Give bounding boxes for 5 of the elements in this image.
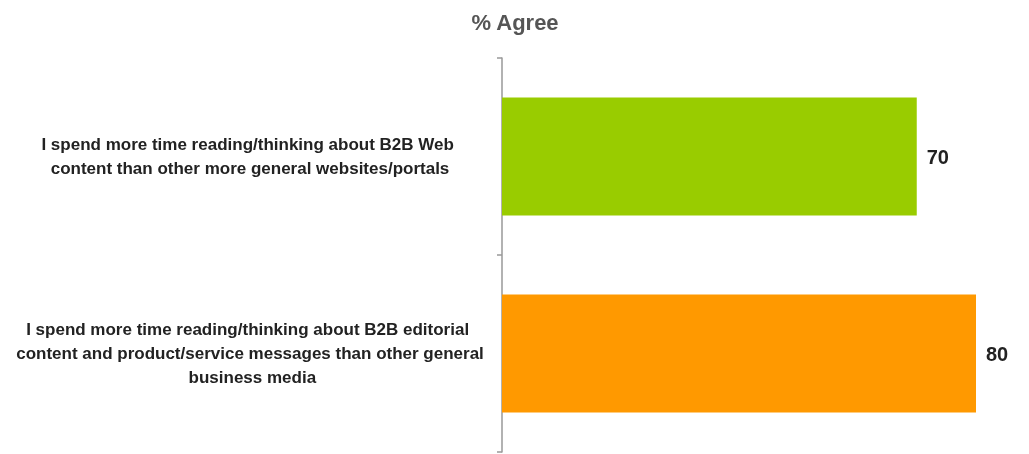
y-tick-label: I spend more time reading/thinking about B2B editorial content and product/service messages than other general business media: [16, 320, 484, 387]
chart-title: % Agree: [471, 9, 559, 35]
data-label: 80: [986, 342, 1009, 365]
y-tick-label: I spend more time reading/thinking about B2B Web content than other more general websites/portals: [41, 135, 459, 178]
data-label: 70: [926, 145, 949, 168]
